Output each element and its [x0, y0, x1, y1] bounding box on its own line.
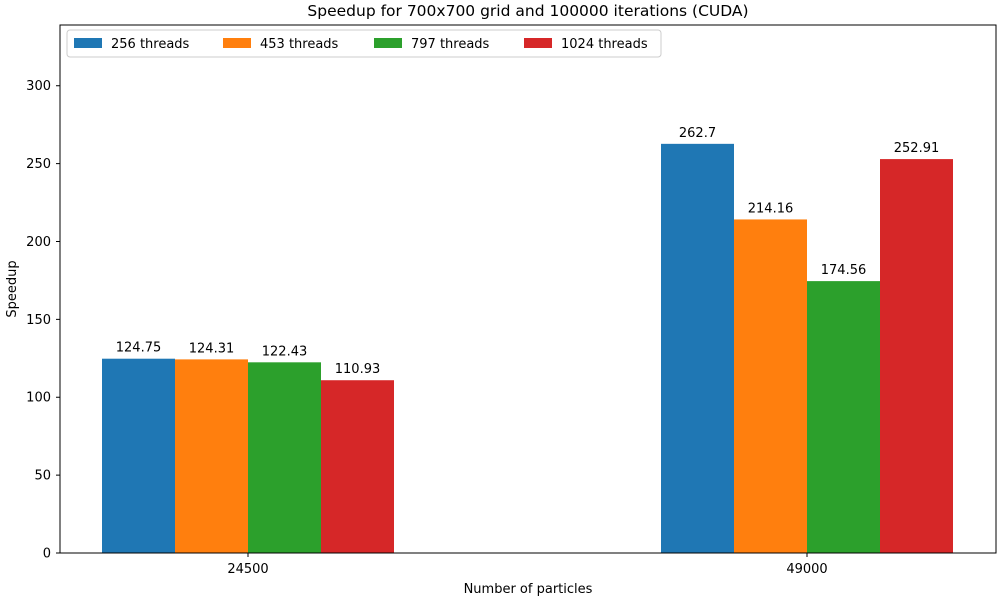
y-axis: 0 50 100 150 200 250 300: [26, 79, 60, 562]
data-label: 174.56: [821, 263, 867, 278]
y-tick-label: 100: [26, 391, 51, 406]
data-label: 252.91: [894, 141, 940, 156]
y-tick-label: 300: [26, 79, 51, 94]
x-axis-label: Number of particles: [464, 582, 593, 597]
legend-box: [66, 29, 662, 58]
y-axis-label: Speedup: [5, 260, 20, 317]
bars-layer: [102, 143, 953, 554]
legend-swatch: [524, 38, 552, 48]
data-label: 262.7: [679, 126, 716, 141]
bar-797-threads-49000: [807, 281, 880, 553]
data-label: 122.43: [262, 344, 308, 359]
bar-1024-threads-49000: [880, 159, 953, 553]
legend-label: 1024 threads: [561, 37, 648, 52]
y-tick-label: 0: [43, 547, 51, 562]
y-tick-label: 250: [26, 157, 51, 172]
legend-swatch: [223, 38, 251, 48]
bar-256-threads-49000: [661, 143, 734, 554]
plot-frame: [59, 24, 997, 554]
y-tick-label: 200: [26, 235, 51, 250]
legend-label: 256 threads: [111, 37, 190, 52]
x-tick-label: 24500: [227, 562, 268, 577]
data-label: 214.16: [748, 201, 794, 216]
legend: 256 threads 453 threads 797 threads 1024 th…: [66, 29, 662, 58]
bar-453-threads-24500: [175, 359, 248, 553]
bar-797-threads-24500: [248, 362, 321, 553]
y-tick-label: 50: [34, 469, 51, 484]
legend-swatch: [74, 38, 102, 48]
bar-1024-threads-24500: [321, 380, 394, 553]
data-label: 124.31: [189, 341, 235, 356]
data-label: 124.75: [116, 341, 162, 356]
chart-title: Speedup for 700x700 grid and 100000 iter…: [307, 2, 748, 20]
data-label: 110.93: [335, 362, 381, 377]
legend-swatch: [374, 38, 402, 48]
legend-label: 797 threads: [411, 37, 490, 52]
bar-256-threads-24500: [102, 358, 175, 553]
value-labels-layer: 124.75 262.7 124.31 214.16 122.43 174.56 110.9…: [116, 126, 940, 377]
x-axis: 24500 49000: [227, 553, 828, 577]
y-tick-label: 150: [26, 313, 51, 328]
bar-453-threads-49000: [734, 219, 807, 554]
legend-label: 453 threads: [260, 37, 339, 52]
x-tick-label: 49000: [786, 562, 827, 577]
